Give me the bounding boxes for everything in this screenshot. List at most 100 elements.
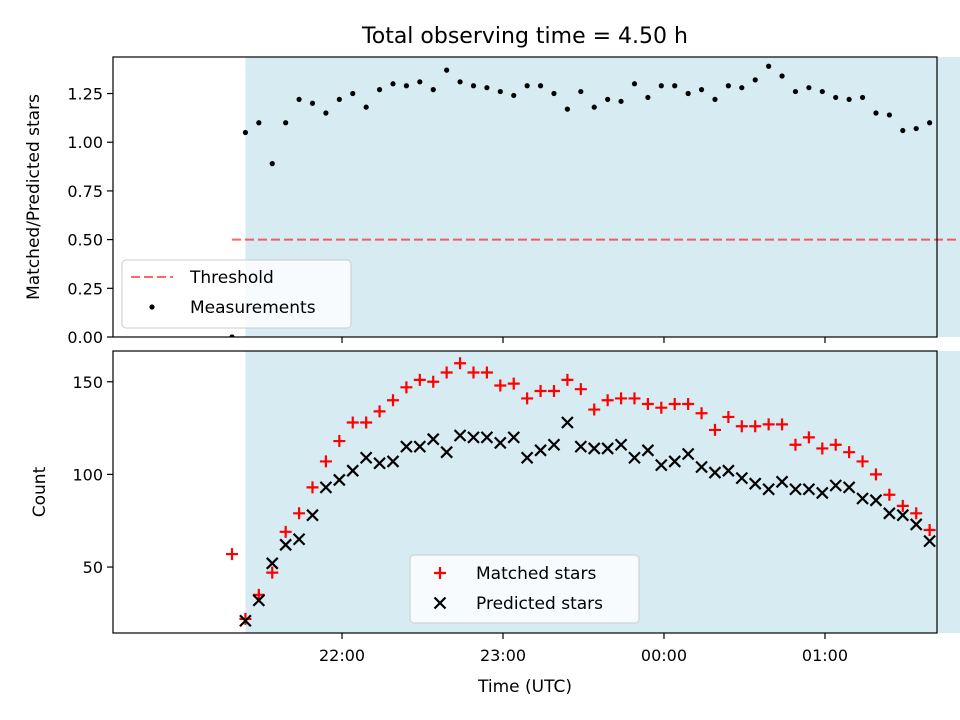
- matched-star-point: [923, 523, 936, 536]
- predicted-star-point: [453, 429, 467, 442]
- matched-star-point: [668, 397, 681, 410]
- matched-star-point: [360, 416, 373, 429]
- predicted-star-point: [333, 473, 346, 487]
- predicted-star-point: [252, 594, 266, 607]
- measurement-points: [229, 63, 933, 337]
- measurement-point: [672, 83, 678, 89]
- predicted-star-point: [883, 507, 896, 520]
- legend-measurement-label: Measurements: [190, 298, 316, 318]
- predicted-star-point: [856, 492, 869, 505]
- predicted-star-point: [789, 482, 802, 496]
- matched-star-point: [547, 385, 560, 398]
- measurement-point: [752, 77, 758, 83]
- matched-star-point: [400, 381, 413, 394]
- matched-star-point: [454, 357, 467, 370]
- predicted-star-point: [467, 431, 480, 444]
- x-tick-label: 01:00: [802, 646, 848, 665]
- measurement-point: [605, 96, 611, 102]
- matched-star-point: [869, 468, 882, 481]
- x-tick-label: 22:00: [319, 646, 365, 665]
- predicted-star-point: [292, 532, 306, 546]
- measurement-point: [336, 96, 342, 102]
- bottom-axes-frame: [112, 350, 938, 634]
- predicted-star-point: [480, 431, 494, 444]
- predicted-star-point: [896, 508, 910, 522]
- measurement-point: [886, 112, 892, 118]
- predicted-star-point: [842, 481, 856, 494]
- top-panel: 0.00 0.25 0.50 0.75 1.00 1.25 Matched/Predict…: [24, 56, 960, 347]
- predicted-star-point: [494, 436, 507, 450]
- predicted-star-point: [520, 451, 534, 465]
- predicted-star-point: [829, 479, 842, 492]
- figure-title: Total observing time = 4.50 h: [361, 24, 688, 49]
- measurement-point: [323, 110, 329, 116]
- matched-star-points: [225, 357, 936, 625]
- measurement-point: [900, 127, 906, 134]
- predicted-star-point: [359, 451, 373, 465]
- predicted-star-point: [762, 482, 775, 496]
- predicted-star-point: [722, 464, 735, 477]
- predicted-star-point: [695, 460, 708, 474]
- predicted-star-point: [400, 440, 413, 453]
- predicted-star-point: [748, 477, 762, 490]
- legend-box: [409, 554, 640, 624]
- predicted-star-point: [587, 442, 601, 455]
- measurement-point: [766, 63, 772, 69]
- matched-star-point: [386, 394, 399, 407]
- matched-star-point: [910, 507, 923, 520]
- predicted-star-point: [426, 432, 440, 446]
- matched-star-point: [615, 392, 628, 405]
- measurement-point: [551, 90, 557, 97]
- measurement-point: [470, 83, 477, 89]
- matched-star-point: [346, 416, 359, 429]
- legend-predicted-swatch: [433, 596, 447, 610]
- top-axes-frame: [112, 56, 938, 338]
- measurement-point: [242, 129, 249, 136]
- measurement-point: [685, 90, 691, 97]
- matched-star-point: [507, 377, 520, 390]
- predicted-star-point: [547, 438, 561, 452]
- measurement-point: [444, 67, 450, 73]
- matched-star-point: [413, 373, 426, 386]
- predicted-star-point: [775, 475, 789, 489]
- predicted-star-point: [668, 455, 682, 468]
- measurement-point: [229, 334, 235, 337]
- matched-star-point: [480, 366, 493, 379]
- measurement-point: [269, 161, 275, 167]
- measurement-point: [564, 106, 570, 112]
- bottom-legend: Matched stars Predicted stars: [409, 554, 640, 624]
- measurement-point: [376, 87, 383, 93]
- measurement-point: [819, 88, 825, 95]
- measurement-point: [578, 88, 584, 95]
- measurement-point: [309, 100, 316, 106]
- top-legend: Threshold Measurements: [121, 259, 352, 329]
- matched-star-point: [373, 405, 386, 418]
- matched-star-point: [279, 525, 292, 538]
- matched-star-point: [427, 375, 440, 388]
- measurement-point: [712, 96, 718, 102]
- matched-star-point: [561, 373, 574, 386]
- measurement-point: [859, 94, 866, 101]
- predicted-star-point: [641, 444, 655, 457]
- predicted-star-point: [279, 538, 292, 552]
- matched-star-point: [319, 455, 332, 468]
- matched-star-point: [789, 438, 802, 451]
- measurement-point: [524, 83, 530, 89]
- predicted-star-point: [386, 455, 400, 468]
- measurement-point: [417, 79, 423, 85]
- matched-star-point: [588, 403, 601, 416]
- legend-threshold-label: Threshold: [189, 268, 274, 288]
- matched-star-point: [655, 401, 668, 414]
- predicted-star-point: [373, 457, 386, 470]
- x-tick-label: 23:00: [480, 646, 526, 665]
- measurement-point: [256, 120, 262, 126]
- predicted-star-point: [816, 486, 829, 500]
- measurement-point: [873, 110, 879, 116]
- measurement-point: [283, 120, 289, 126]
- matched-star-point: [776, 418, 789, 431]
- matched-star-point: [816, 442, 829, 455]
- measurement-point: [631, 81, 638, 87]
- matched-star-point: [306, 481, 319, 494]
